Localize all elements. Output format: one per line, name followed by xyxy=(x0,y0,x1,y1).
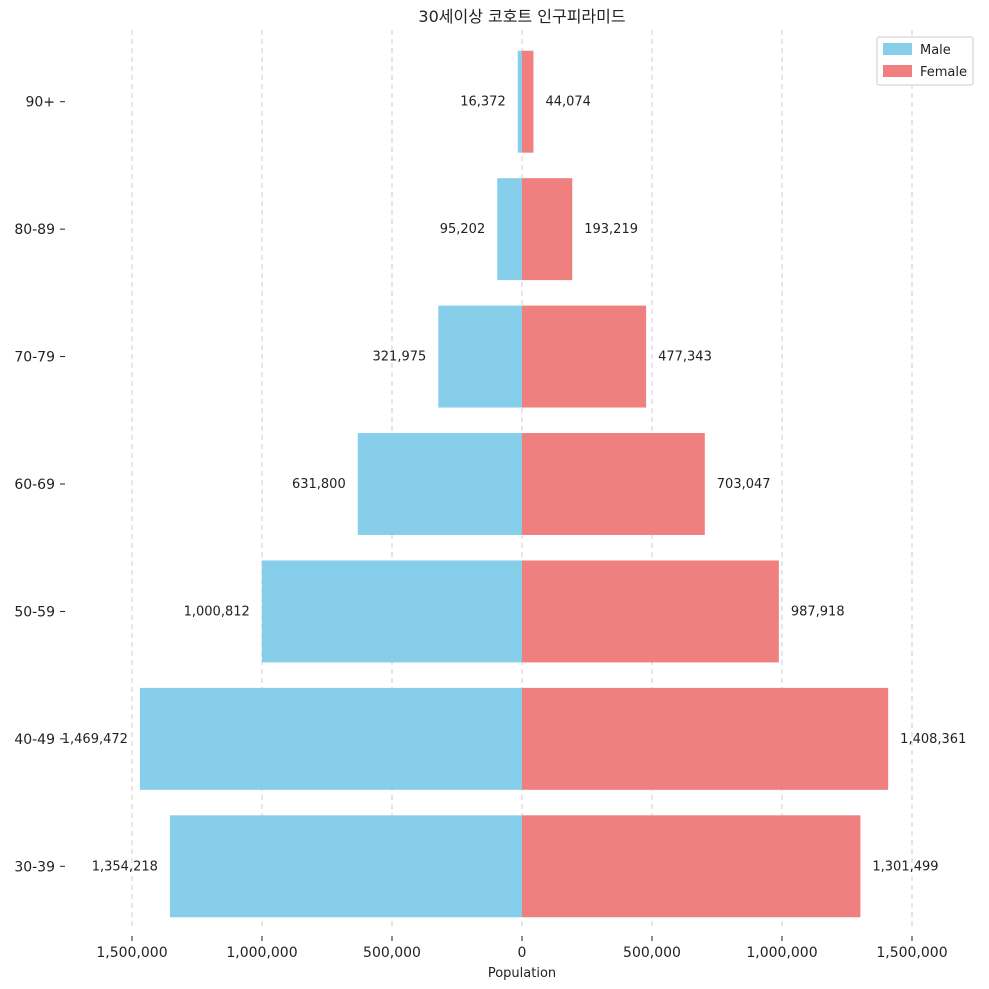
value-label-male-60-69: 631,800 xyxy=(292,477,346,492)
legend-swatch-male xyxy=(883,43,912,55)
legend-swatch-female xyxy=(883,65,912,77)
value-label-female-80-89: 193,219 xyxy=(584,222,638,237)
y-tick-label-30-39: 30-39 xyxy=(14,859,55,875)
x-tick-label: 1,500,000 xyxy=(96,945,167,961)
value-label-female-50-59: 987,918 xyxy=(791,604,845,619)
bar-male-80-89 xyxy=(497,178,522,281)
legend-label-male: Male xyxy=(920,43,951,58)
value-label-female-30-39: 1,301,499 xyxy=(872,859,938,874)
value-label-female-70-79: 477,343 xyxy=(658,350,712,365)
value-label-female-40-49: 1,408,361 xyxy=(900,732,966,747)
bars-group xyxy=(139,50,889,918)
y-tick-label-50-59: 50-59 xyxy=(14,604,55,620)
bar-female-60-69 xyxy=(522,433,705,535)
bar-female-90+ xyxy=(522,50,534,153)
y-tick-label-40-49: 40-49 xyxy=(14,732,55,748)
x-tick-label: 1,500,000 xyxy=(876,945,947,961)
bar-male-50-59 xyxy=(261,560,522,663)
x-axis-label: Population xyxy=(488,966,556,981)
y-tick-label-70-79: 70-79 xyxy=(14,350,55,366)
value-label-male-40-49: 1,469,472 xyxy=(62,732,128,747)
legend-label-female: Female xyxy=(920,65,967,80)
bar-male-30-39 xyxy=(169,815,522,918)
value-label-male-90+: 16,372 xyxy=(460,95,506,110)
y-axis: 30-39 40-49 50-59 60-69 70-79 80-89 90+ xyxy=(14,95,65,875)
bar-male-70-79 xyxy=(438,305,522,408)
bar-female-80-89 xyxy=(522,178,573,281)
bar-male-40-49 xyxy=(139,687,522,790)
y-tick-label-90+: 90+ xyxy=(25,95,55,111)
x-axis: 1,500,000 1,000,000 500,000 0 500,000 1,000,0… xyxy=(96,936,948,961)
value-label-female-90+: 44,074 xyxy=(545,95,591,110)
value-label-male-50-59: 1,000,812 xyxy=(184,604,250,619)
chart-title: 30세이상 코호트 인구피라미드 xyxy=(418,7,625,26)
y-tick-label-80-89: 80-89 xyxy=(14,222,55,238)
value-label-male-80-89: 95,202 xyxy=(440,222,486,237)
bar-female-30-39 xyxy=(522,815,861,918)
x-tick-label: 500,000 xyxy=(623,945,681,961)
x-tick-label: 500,000 xyxy=(363,945,421,961)
y-tick-label-60-69: 60-69 xyxy=(14,477,55,493)
bar-male-60-69 xyxy=(357,433,522,535)
value-label-male-70-79: 321,975 xyxy=(373,350,427,365)
x-tick-label: 0 xyxy=(518,945,527,961)
bar-female-70-79 xyxy=(522,305,647,408)
x-tick-label: 1,000,000 xyxy=(746,945,817,961)
x-tick-label: 1,000,000 xyxy=(226,945,297,961)
value-label-male-30-39: 1,354,218 xyxy=(92,859,158,874)
bar-male-90+ xyxy=(517,50,522,153)
bar-female-50-59 xyxy=(522,560,779,663)
bar-female-40-49 xyxy=(522,687,889,790)
value-label-female-60-69: 703,047 xyxy=(717,477,771,492)
legend: Male Female xyxy=(876,36,974,86)
value-labels: 1,354,218 1,469,472 1,000,812 631,800 321,97… xyxy=(62,95,967,875)
